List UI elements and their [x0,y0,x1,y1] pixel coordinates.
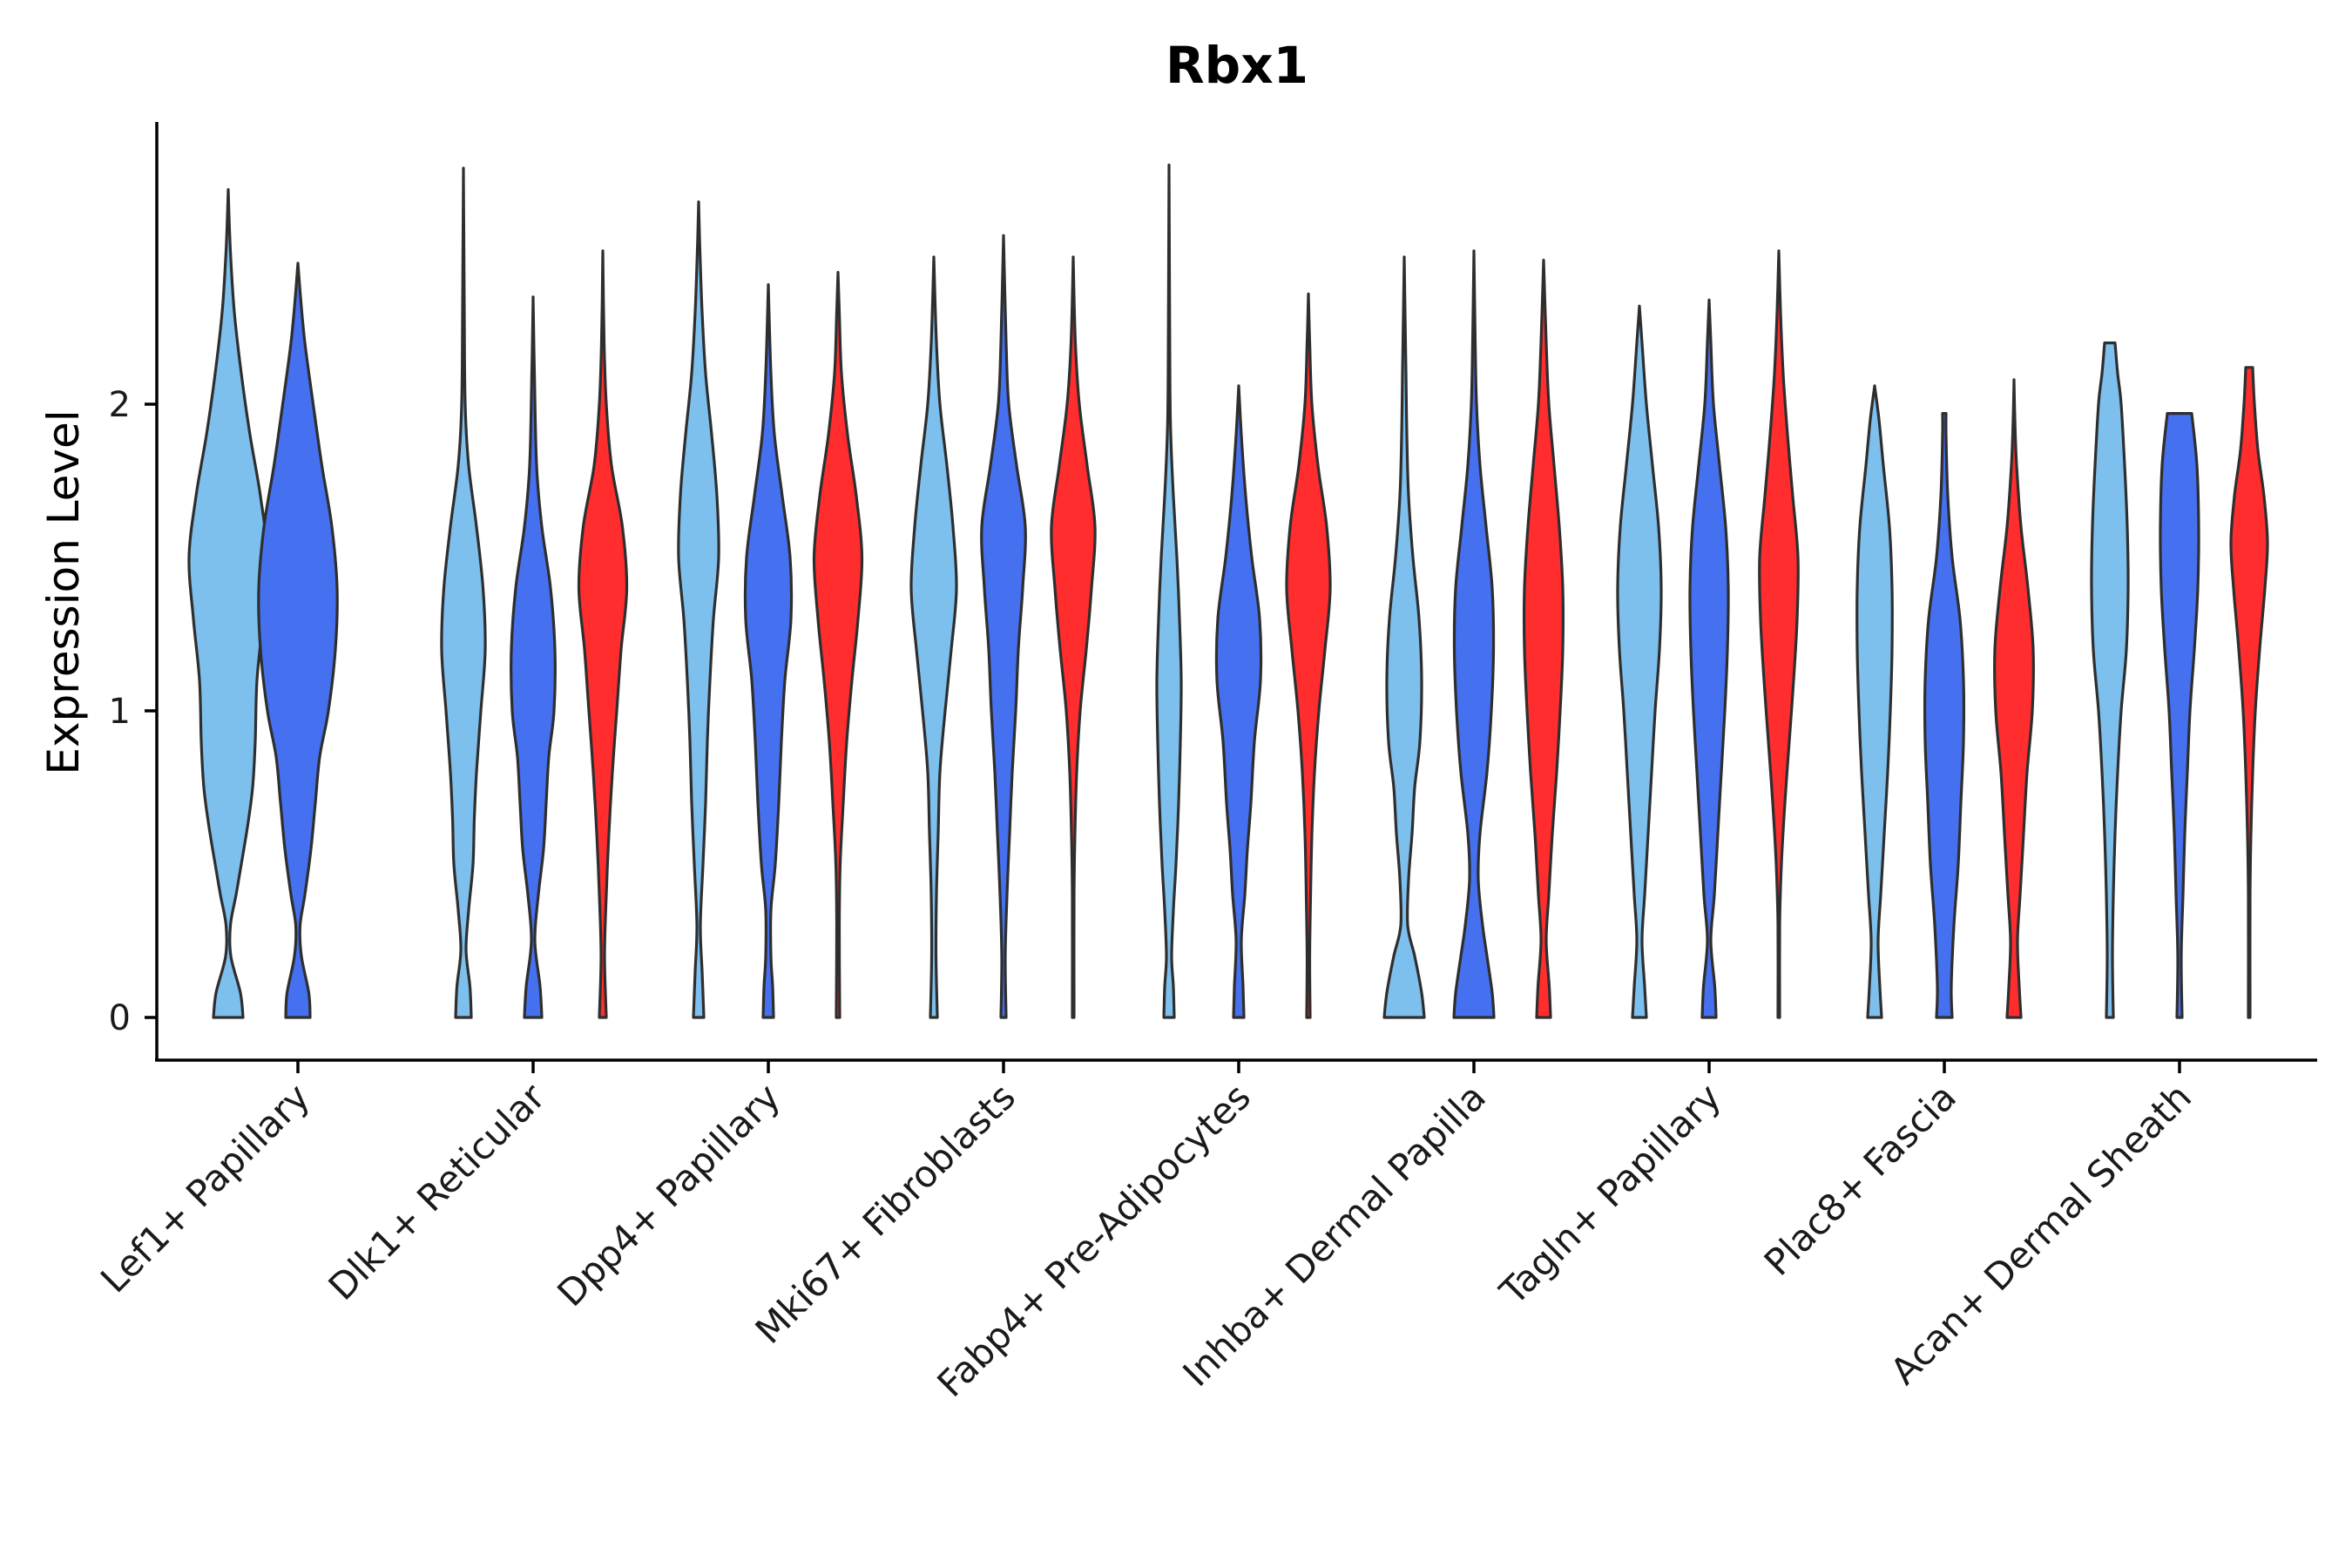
violin-inhba-dermal-papilla-group-2 [1452,249,1496,1019]
violin-dpp4-papillary-group-2 [743,283,794,1019]
x-tick-label-dpp4-papillary: Dpp4+ Papillary [549,1075,788,1315]
violin-lef1-papillary-group-2 [257,261,339,1019]
violin-mki67-fibroblasts-group-3 [1050,255,1097,1019]
x-tick-label-dlk1-reticular: Dlk1+ Reticular [321,1075,554,1308]
violin-fabp4-pre-adipocytes-group-2 [1214,384,1263,1019]
y-tick-label-1: 1 [109,692,131,732]
violin-dlk1-reticular-group-3 [577,249,629,1019]
violin-inhba-dermal-papilla-group-3 [1522,259,1565,1019]
y-tick-label-0: 0 [109,998,131,1038]
violin-inhba-dermal-papilla-group-1 [1382,255,1426,1019]
violin-tagln-papillary-group-2 [1688,298,1730,1019]
x-tick-label-lef1-papillary: Lef1+ Papillary [92,1075,318,1301]
violin-acan-dermal-sheath-group-3 [2229,366,2269,1019]
y-axis-title: Expression Level [38,409,89,774]
violin-dpp4-papillary-group-1 [677,200,720,1019]
violins-layer [187,163,2269,1019]
violin-acan-dermal-sheath-group-1 [2090,341,2130,1019]
violin-acan-dermal-sheath-group-2 [2159,412,2200,1019]
x-tick-label-mki67-fibroblasts: Mki67+ Fibroblasts [747,1075,1024,1351]
x-tick-label-plac8-fascia: Plac8+ Fascia [1756,1075,1964,1283]
violin-plac8-fascia-group-3 [1993,378,2035,1019]
violin-fabp4-pre-adipocytes-group-3 [1285,292,1332,1019]
violin-plac8-fascia-group-2 [1923,412,1966,1019]
violin-tagln-papillary-group-3 [1758,249,1800,1019]
violin-mki67-fibroblasts-group-1 [909,255,958,1019]
chart-title: Rbx1 [1166,36,1308,95]
violin-dlk1-reticular-group-2 [510,295,557,1019]
violin-tagln-papillary-group-1 [1616,304,1663,1019]
violin-plac8-fascia-group-1 [1855,384,1894,1019]
violin-dpp4-papillary-group-3 [812,271,864,1019]
violin-lef1-papillary-group-1 [187,188,269,1019]
violin-fabp4-pre-adipocytes-group-1 [1155,163,1183,1019]
y-tick-label-2: 2 [109,385,131,425]
violin-mki67-fibroblasts-group-2 [980,233,1027,1019]
violin-dlk1-reticular-group-1 [440,166,487,1019]
x-tick-label-tagln-papillary: Tagln+ Papillary [1491,1075,1729,1313]
y-axis-ticks: 0 1 2 [109,385,157,1038]
